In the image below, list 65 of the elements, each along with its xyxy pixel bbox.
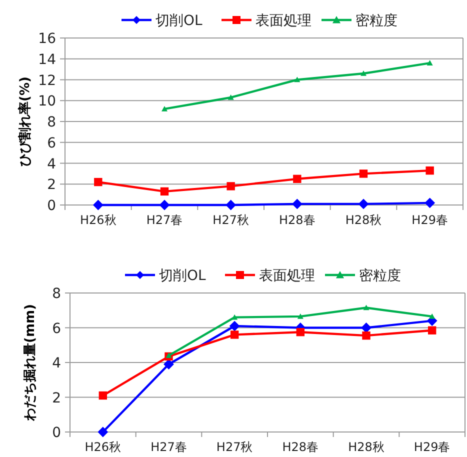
- point: [226, 200, 236, 210]
- x-tick-label: H27秋: [216, 440, 253, 454]
- legend-label: 密粒度: [359, 268, 401, 284]
- point: [98, 426, 108, 438]
- x-tick-label: H29春: [414, 440, 450, 454]
- point: [293, 174, 302, 184]
- point: [424, 198, 436, 208]
- point: [363, 304, 370, 310]
- y-tick-label: 4: [52, 356, 62, 372]
- y-tick-label: 0: [47, 198, 56, 214]
- y-tick-label: 0: [52, 425, 61, 441]
- legend-label: 切削OL: [159, 268, 206, 284]
- point: [362, 331, 370, 340]
- point: [164, 359, 174, 370]
- point: [294, 76, 300, 82]
- x-tick-label: H27春: [150, 440, 187, 454]
- point: [296, 328, 305, 336]
- legend-label: 切削OL: [156, 13, 203, 29]
- point: [232, 314, 238, 320]
- point: [94, 178, 102, 186]
- x-tick-label: H27春: [146, 213, 183, 227]
- y-tick-label: 8: [52, 286, 61, 302]
- legend-label: 密粒度: [356, 13, 398, 29]
- y-axis-title: わだち掘れ量(mm): [23, 304, 38, 422]
- point: [361, 322, 372, 333]
- y-tick-label: 16: [38, 31, 56, 47]
- point: [162, 106, 168, 112]
- point: [160, 187, 169, 196]
- point: [426, 60, 433, 66]
- x-tick-label: H28春: [279, 213, 316, 227]
- y-tick-label: 10: [38, 94, 56, 110]
- point: [297, 313, 304, 319]
- point: [426, 166, 434, 175]
- y-tick-label: 2: [47, 177, 56, 194]
- y-axis-title: ひび割れ率(%): [17, 76, 33, 166]
- point: [230, 330, 239, 339]
- x-tick-label: H26秋: [84, 440, 122, 454]
- x-tick-label: H28春: [282, 440, 319, 454]
- x-tick-label: H28秋: [348, 440, 384, 454]
- x-tick-label: H27秋: [212, 213, 249, 227]
- point: [226, 182, 235, 190]
- point: [229, 320, 240, 332]
- legend-label: 表面処理: [259, 268, 315, 284]
- point: [358, 198, 369, 210]
- point: [360, 70, 366, 76]
- point: [92, 200, 104, 210]
- y-tick-label: 8: [47, 114, 56, 130]
- x-tick-label: H28秋: [345, 213, 382, 227]
- y-tick-label: 6: [47, 135, 56, 152]
- y-tick-label: 2: [52, 390, 61, 406]
- legend-label: 表面処理: [256, 13, 312, 29]
- point: [228, 94, 234, 100]
- point: [159, 200, 170, 210]
- point: [428, 326, 436, 334]
- point: [429, 313, 436, 319]
- point: [359, 170, 368, 178]
- point: [166, 352, 172, 358]
- x-tick-label: H29春: [412, 213, 448, 227]
- y-tick-label: 12: [38, 72, 56, 89]
- y-tick-label: 6: [52, 320, 62, 337]
- x-tick-label: H26秋: [80, 213, 116, 227]
- point: [292, 198, 302, 210]
- y-tick-label: 14: [38, 52, 56, 68]
- point: [98, 391, 108, 400]
- y-tick-label: 4: [47, 156, 56, 172]
